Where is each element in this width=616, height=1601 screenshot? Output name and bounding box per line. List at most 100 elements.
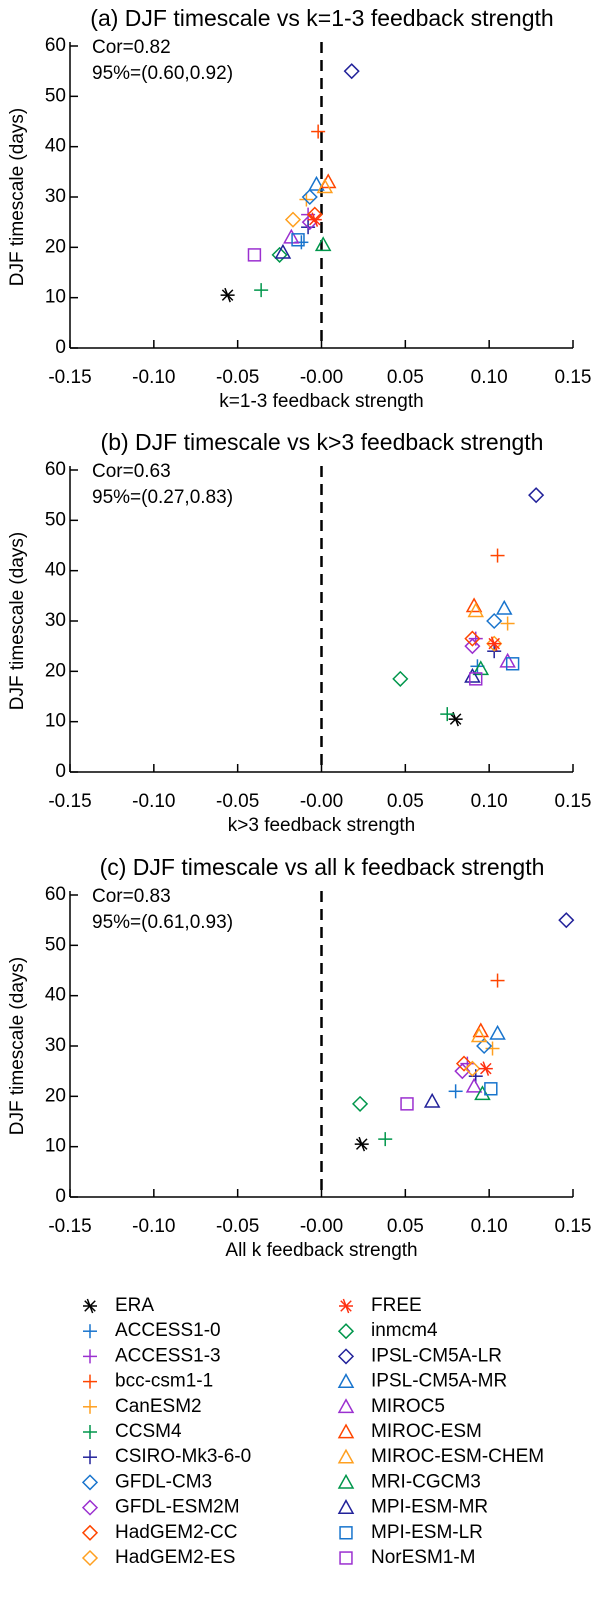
legend-marker <box>337 1398 355 1414</box>
marker <box>454 1063 471 1080</box>
marker <box>472 660 490 676</box>
marker-shape <box>486 635 503 652</box>
marker <box>464 667 481 683</box>
marker <box>465 1077 483 1093</box>
legend-label: MRI-CGCM3 <box>371 1471 481 1492</box>
marker-shape <box>464 638 481 655</box>
x-tick-label: -0.05 <box>216 367 259 388</box>
x-axis-label: All k feedback strength <box>225 1240 417 1261</box>
marker <box>291 233 305 247</box>
marker-shape <box>528 487 545 504</box>
y-tick-label: 0 <box>55 761 66 782</box>
legend-label: ACCESS1-3 <box>115 1345 221 1366</box>
marker <box>247 248 262 262</box>
y-tick-label: 60 <box>45 459 66 480</box>
marker <box>378 1132 393 1147</box>
marker-shape <box>505 657 520 671</box>
marker <box>470 1027 488 1043</box>
marker-shape <box>476 1037 493 1055</box>
legend-marker <box>81 1474 99 1491</box>
marker-shape <box>455 1055 473 1072</box>
marker-shape <box>291 233 305 247</box>
marker-shape <box>472 1022 490 1038</box>
marker-shape <box>337 1398 355 1414</box>
y-tick-label: 50 <box>45 934 66 955</box>
marker <box>490 548 505 563</box>
marker <box>343 63 360 80</box>
marker <box>254 283 269 298</box>
marker-stroke <box>86 1298 94 1314</box>
legend-label: GFDL-CM3 <box>115 1471 212 1492</box>
legend-marker <box>337 1323 355 1340</box>
marker-shape <box>486 612 503 630</box>
chart-title: (a) DJF timescale vs k=1-3 feedback stre… <box>90 5 553 31</box>
legend-label: NorESM1-M <box>371 1547 476 1568</box>
y-tick-label: 60 <box>45 884 66 905</box>
y-tick-label: 20 <box>45 660 66 681</box>
x-tick-label: 0.05 <box>387 367 424 388</box>
marker <box>486 612 503 630</box>
marker-shape <box>81 1499 99 1516</box>
marker <box>470 659 485 674</box>
x-tick-label: -0.10 <box>132 367 175 388</box>
legend-marker <box>337 1348 355 1365</box>
legend-marker <box>81 1549 99 1567</box>
marker <box>558 912 575 929</box>
marker-shape <box>352 1095 369 1112</box>
marker-shape <box>81 1549 99 1567</box>
marker-shape <box>337 1499 355 1514</box>
marker-shape <box>474 1085 491 1101</box>
marker-shape <box>283 228 300 244</box>
y-axis-label: DJF timescale (days) <box>7 957 28 1135</box>
legend-marker <box>337 1499 355 1514</box>
y-tick-label: 40 <box>45 985 66 1006</box>
marker-shape <box>316 178 334 194</box>
legend-label: FREE <box>371 1295 422 1316</box>
y-tick-label: 10 <box>45 1136 66 1157</box>
legend-label: GFDL-ESM2M <box>115 1497 240 1518</box>
x-tick-label: -0.00 <box>300 791 343 812</box>
marker-shape <box>339 1526 353 1540</box>
marker-shape <box>467 602 485 618</box>
marker <box>469 672 483 686</box>
x-tick-label: -0.05 <box>216 791 259 812</box>
y-tick-label: 0 <box>55 337 66 358</box>
chart-title: (b) DJF timescale vs k>3 feedback streng… <box>101 429 544 455</box>
y-tick-label: 20 <box>45 1085 66 1106</box>
marker <box>528 487 545 504</box>
marker-shape <box>337 1323 355 1340</box>
y-tick-label: 10 <box>45 711 66 732</box>
marker <box>301 188 318 206</box>
marker-shape <box>314 236 332 252</box>
x-axis-label: k=1-3 feedback strength <box>219 391 423 412</box>
marker <box>495 599 513 615</box>
marker <box>484 1082 498 1096</box>
marker <box>448 1084 463 1099</box>
marker <box>354 1136 369 1152</box>
y-axis-label: DJF timescale (days) <box>7 108 28 286</box>
marker <box>472 1022 490 1038</box>
legend-marker <box>81 1524 99 1541</box>
marker-shape <box>495 599 513 615</box>
marker <box>308 175 325 191</box>
marker <box>271 246 288 263</box>
marker-stroke <box>482 1061 490 1076</box>
legend-marker <box>337 1473 355 1489</box>
y-tick-label: 50 <box>45 509 66 530</box>
marker-stroke <box>311 212 319 227</box>
marker-shape <box>400 1097 414 1111</box>
marker <box>316 178 334 194</box>
marker-stroke <box>358 1136 366 1152</box>
x-tick-label: -0.15 <box>48 791 91 812</box>
x-tick-label: 0.15 <box>555 791 592 812</box>
marker <box>464 630 481 647</box>
legend-marker <box>83 1349 97 1364</box>
marker <box>352 1095 369 1112</box>
marker <box>487 636 502 651</box>
y-tick-label: 30 <box>45 610 66 631</box>
x-tick-label: 0.05 <box>387 1216 424 1237</box>
marker-shape <box>343 63 360 80</box>
marker <box>220 287 235 303</box>
marker-shape <box>81 1524 99 1541</box>
